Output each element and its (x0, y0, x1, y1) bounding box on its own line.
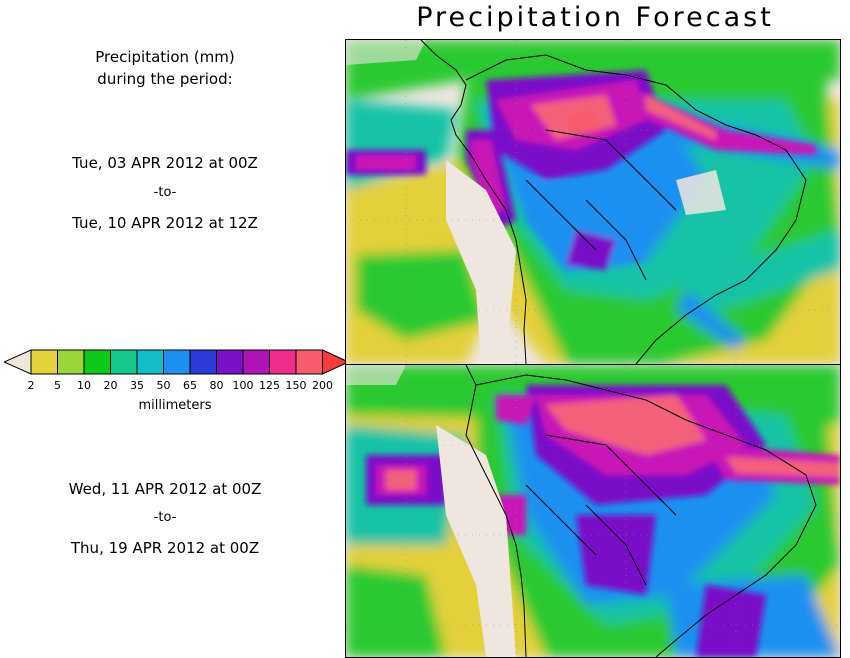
legend-color-bin (83, 349, 111, 375)
legend-tick-label: 80 (210, 379, 224, 392)
description-line-1: Precipitation (mm) (95, 48, 235, 66)
map-2-dry-zones (346, 365, 516, 657)
legend-tick-label: 2 (28, 379, 35, 392)
legend-color-bin (110, 349, 138, 375)
chart-title: Precipitation Forecast (416, 2, 774, 33)
period-2-end: Thu, 19 APR 2012 at 00Z (70, 539, 260, 557)
legend-color-bin (242, 349, 270, 375)
legend-color-bin (163, 349, 191, 375)
legend-color-bin (216, 349, 244, 375)
description-line-2: during the period: (97, 70, 233, 88)
legend-tick-label: 150 (286, 379, 307, 392)
map-1-heavy-precip (346, 70, 816, 270)
legend-below-arrow (4, 349, 32, 375)
legend-tick-label: 50 (157, 379, 171, 392)
map-2-coastlines (465, 365, 817, 657)
legend-tick-label: 20 (104, 379, 118, 392)
legend-color-bin (295, 349, 323, 375)
legend-color-bin (136, 349, 164, 375)
legend-color-bin (57, 349, 85, 375)
forecast-map-period-1 (345, 39, 841, 365)
forecast-map-period-2 (345, 364, 841, 658)
legend-units-label: millimeters (138, 398, 212, 413)
period-2-separator: -to- (153, 510, 177, 525)
period-description: Precipitation (mm) during the period: (0, 46, 330, 90)
legend-tick-label: 200 (312, 379, 333, 392)
period-1-separator: -to- (153, 185, 177, 200)
map-1-dry-zones (346, 40, 726, 364)
legend-above-arrow (322, 349, 349, 375)
legend-tick-label: 10 (77, 379, 91, 392)
period-1-end: Tue, 10 APR 2012 at 12Z (72, 214, 258, 232)
legend-color-bin (189, 349, 217, 375)
period-1-start: Tue, 03 APR 2012 at 00Z (72, 154, 258, 172)
color-legend: 2 5 10 20 35 50 65 80 100 125 150 200 (4, 348, 349, 418)
map-1-coastlines (420, 40, 807, 364)
legend-color-bin (30, 349, 58, 375)
map-1-graphic (346, 40, 840, 364)
legend-color-bin (269, 349, 297, 375)
period-2-start: Wed, 11 APR 2012 at 00Z (68, 480, 262, 498)
legend-tick-label: 100 (233, 379, 254, 392)
legend-tick-label: 5 (54, 379, 61, 392)
legend-colorbar: 2 5 10 20 35 50 65 80 100 125 150 200 (4, 349, 349, 392)
legend-tick-label: 65 (183, 379, 197, 392)
legend-tick-label: 125 (259, 379, 280, 392)
map-2-graphic (346, 365, 840, 657)
map-1-graticule (346, 40, 840, 364)
legend-tick-label: 35 (130, 379, 144, 392)
